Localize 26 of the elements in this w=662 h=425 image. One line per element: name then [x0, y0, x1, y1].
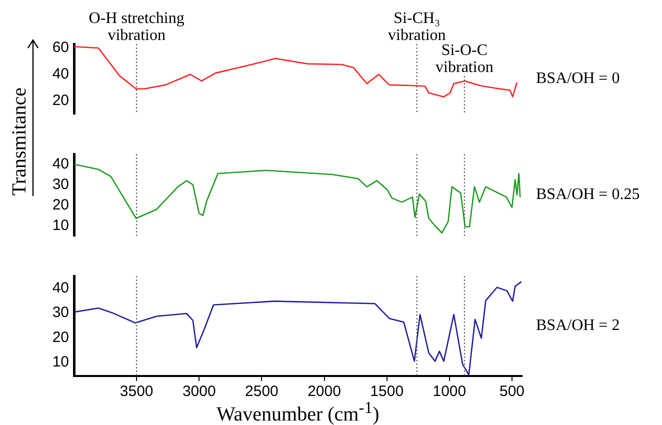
y-tick-label: 20 [52, 92, 69, 109]
ref-line-label: Si-CH₃ vibration [388, 10, 446, 44]
y-tick-label: 20 [52, 328, 69, 346]
x-tick-label: 2000 [308, 383, 341, 400]
series-label: BSA/OH = 2 [536, 317, 620, 334]
y-tick-label: 40 [52, 279, 69, 296]
series-label: BSA/OH = 0 [536, 70, 620, 88]
y-tick-label: 30 [52, 304, 69, 322]
x-tick-label: 1500 [370, 383, 404, 400]
y-tick-label: 40 [52, 66, 69, 83]
y-tick-label: 40 [52, 155, 69, 172]
ref-line-label: O-H stretching vibration [88, 10, 184, 44]
x-tick-label: 500 [499, 383, 525, 400]
y-tick-label: 20 [52, 196, 69, 214]
x-tick-label: 2500 [245, 383, 278, 400]
x-axis-title: Wavenumber (cm$^{-1}$) [216, 398, 380, 425]
y-tick-label: 10 [52, 216, 69, 234]
y-tick-label: 60 [52, 39, 69, 56]
x-tick-label: 1000 [432, 383, 466, 400]
x-tick-label: 3500 [120, 383, 154, 400]
y-axis-title: Transmitance [8, 86, 32, 196]
series-label: BSA/OH = 0.25 [536, 186, 640, 204]
y-tick-label: 30 [52, 176, 69, 193]
y-tick-label: 10 [52, 354, 69, 371]
x-tick-label: 3000 [182, 383, 216, 400]
ref-line-label: Si-O-C vibration [436, 42, 494, 76]
